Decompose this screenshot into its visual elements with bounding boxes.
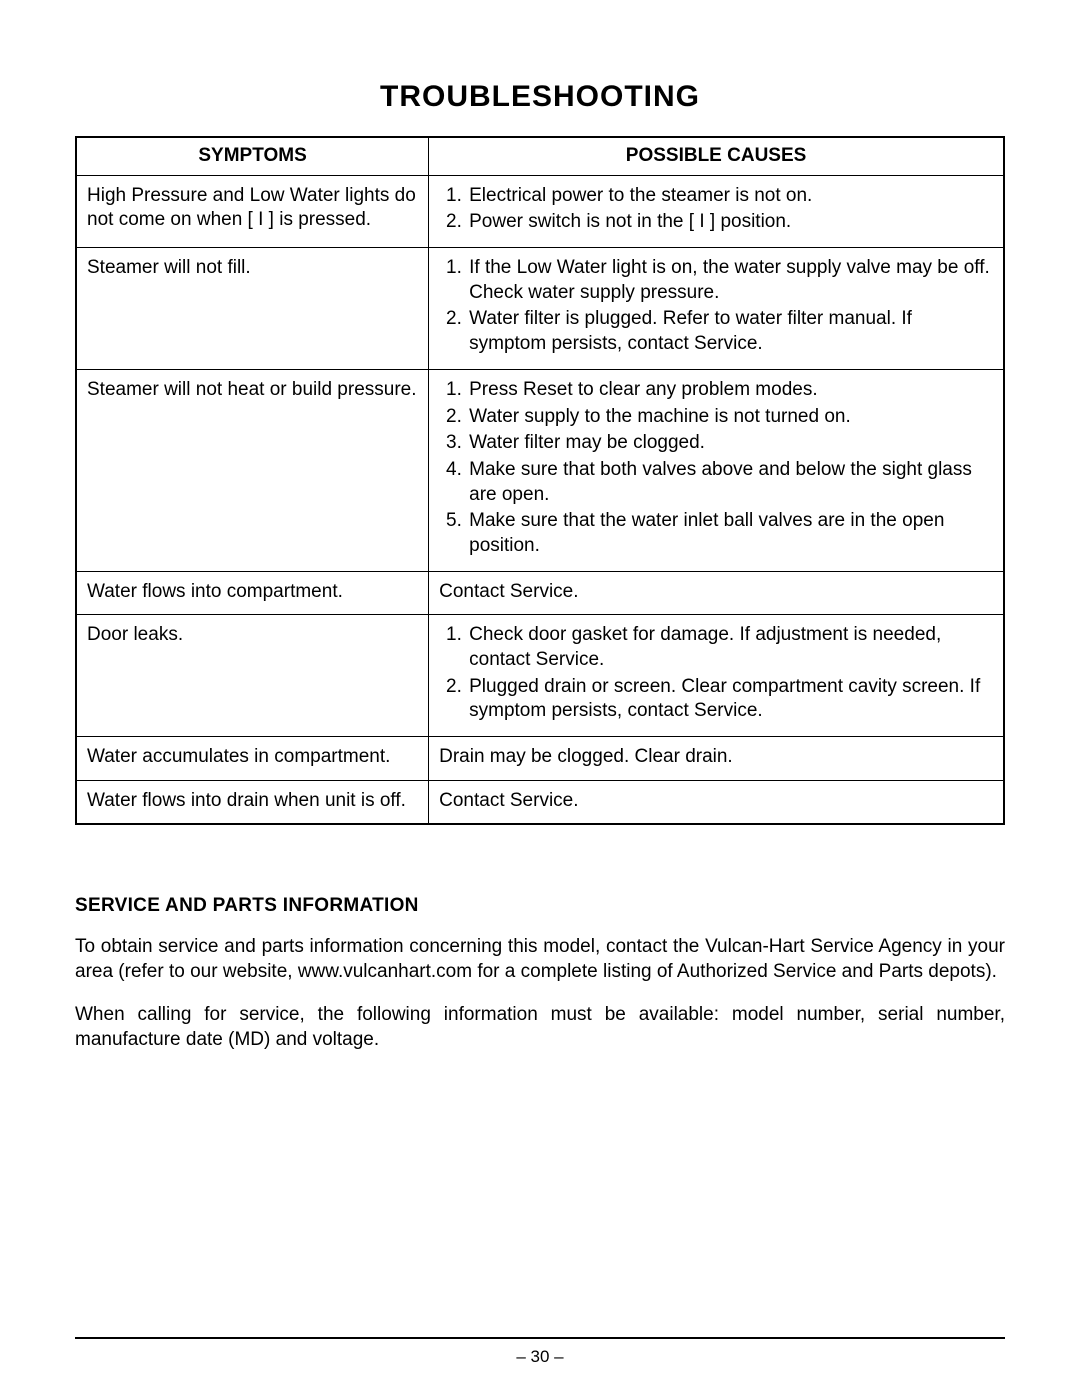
cause-item: Electrical power to the steamer is not o… <box>467 184 993 209</box>
header-causes: POSSIBLE CAUSES <box>429 137 1004 175</box>
cause-item: Water filter may be clogged. <box>467 431 993 456</box>
causes-cell: Electrical power to the steamer is not o… <box>429 175 1004 247</box>
table-row: Door leaks. Check door gasket for damage.… <box>76 615 1004 737</box>
cause-item: Check door gasket for damage. If adjustm… <box>467 623 993 672</box>
symptom-cell: Water flows into drain when unit is off. <box>76 780 429 824</box>
table-header-row: SYMPTOMS POSSIBLE CAUSES <box>76 137 1004 175</box>
causes-cell: Drain may be clogged. Clear drain. <box>429 737 1004 781</box>
cause-item: Power switch is not in the [ I ] positio… <box>467 210 993 235</box>
table-row: Water accumulates in compartment.Drain m… <box>76 737 1004 781</box>
causes-list: If the Low Water light is on, the water … <box>439 256 993 357</box>
cause-item: Make sure that the water inlet ball valv… <box>467 509 993 558</box>
service-heading: SERVICE AND PARTS INFORMATION <box>75 895 1005 917</box>
causes-list: Press Reset to clear any problem modes.W… <box>439 378 993 559</box>
symptom-cell: Water accumulates in compartment. <box>76 737 429 781</box>
cause-item: Press Reset to clear any problem modes. <box>467 378 993 403</box>
causes-cell: Contact Service. <box>429 571 1004 615</box>
table-body: High Pressure and Low Water lights do no… <box>76 175 1004 824</box>
table-row: High Pressure and Low Water lights do no… <box>76 175 1004 247</box>
footer-rule <box>75 1337 1005 1339</box>
causes-list: Electrical power to the steamer is not o… <box>439 184 993 235</box>
troubleshooting-table: SYMPTOMS POSSIBLE CAUSES High Pressure a… <box>75 136 1005 825</box>
cause-item: Water filter is plugged. Refer to water … <box>467 307 993 356</box>
table-row: Water flows into compartment.Contact Ser… <box>76 571 1004 615</box>
causes-list: Check door gasket for damage. If adjustm… <box>439 623 993 724</box>
symptom-cell: Water flows into compartment. <box>76 571 429 615</box>
header-symptoms: SYMPTOMS <box>76 137 429 175</box>
causes-cell: Contact Service. <box>429 780 1004 824</box>
service-paragraph-2: When calling for service, the following … <box>75 1003 1005 1052</box>
cause-item: Make sure that both valves above and bel… <box>467 458 993 507</box>
causes-cell: Press Reset to clear any problem modes.W… <box>429 369 1004 571</box>
symptom-cell: Door leaks. <box>76 615 429 737</box>
causes-cell: If the Low Water light is on, the water … <box>429 248 1004 370</box>
table-row: Steamer will not fill. If the Low Water l… <box>76 248 1004 370</box>
page-number: – 30 – <box>0 1347 1080 1367</box>
manual-page: TROUBLESHOOTING SYMPTOMS POSSIBLE CAUSES… <box>0 0 1080 1397</box>
service-paragraph-1: To obtain service and parts information … <box>75 935 1005 984</box>
cause-item: If the Low Water light is on, the water … <box>467 256 993 305</box>
symptom-cell: Steamer will not heat or build pressure. <box>76 369 429 571</box>
cause-item: Water supply to the machine is not turne… <box>467 405 993 430</box>
table-row: Steamer will not heat or build pressure.… <box>76 369 1004 571</box>
symptom-cell: High Pressure and Low Water lights do no… <box>76 175 429 247</box>
cause-item: Plugged drain or screen. Clear compartme… <box>467 675 993 724</box>
symptom-cell: Steamer will not fill. <box>76 248 429 370</box>
page-title: TROUBLESHOOTING <box>75 80 1005 114</box>
causes-cell: Check door gasket for damage. If adjustm… <box>429 615 1004 737</box>
table-row: Water flows into drain when unit is off.… <box>76 780 1004 824</box>
